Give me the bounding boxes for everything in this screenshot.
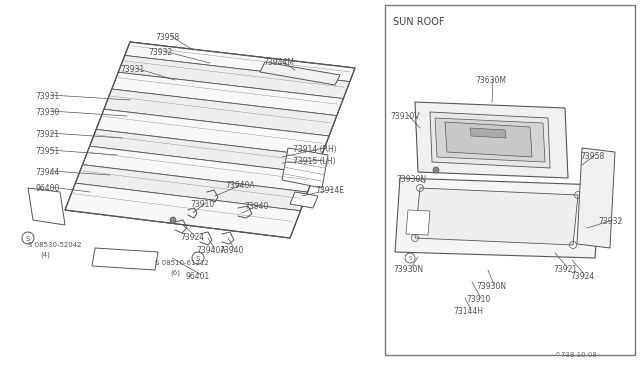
Polygon shape xyxy=(96,109,329,156)
Text: 73958: 73958 xyxy=(155,33,179,42)
Polygon shape xyxy=(76,165,308,211)
Text: (4): (4) xyxy=(40,252,50,259)
Text: 73914E: 73914E xyxy=(315,186,344,195)
Polygon shape xyxy=(577,148,615,248)
Text: 73910: 73910 xyxy=(190,200,214,209)
Polygon shape xyxy=(118,55,350,99)
Polygon shape xyxy=(430,112,550,168)
Text: 73930N: 73930N xyxy=(476,282,506,291)
Polygon shape xyxy=(470,128,506,138)
Text: 73144H: 73144H xyxy=(453,307,483,316)
Text: S 08530-52042: S 08530-52042 xyxy=(28,242,81,248)
Circle shape xyxy=(433,167,439,173)
Polygon shape xyxy=(104,89,337,136)
Text: (6): (6) xyxy=(170,270,180,276)
Text: 73932: 73932 xyxy=(148,48,172,57)
Polygon shape xyxy=(260,62,340,85)
Polygon shape xyxy=(282,148,328,188)
Polygon shape xyxy=(65,42,355,238)
Text: 96400: 96400 xyxy=(35,184,60,193)
Polygon shape xyxy=(90,129,321,173)
Text: 73921: 73921 xyxy=(553,265,577,274)
Polygon shape xyxy=(65,183,300,238)
Text: 73924: 73924 xyxy=(180,233,204,242)
Text: 73944M: 73944M xyxy=(263,58,294,67)
Text: S 08510-61212: S 08510-61212 xyxy=(155,260,209,266)
Polygon shape xyxy=(83,146,315,192)
Text: 73910V: 73910V xyxy=(390,112,419,121)
Bar xyxy=(385,5,635,355)
Text: 96401: 96401 xyxy=(186,272,211,281)
Text: 73921: 73921 xyxy=(35,130,59,139)
Text: 73930N: 73930N xyxy=(396,175,426,184)
Polygon shape xyxy=(125,42,355,81)
Polygon shape xyxy=(415,188,578,245)
Text: SUN ROOF: SUN ROOF xyxy=(393,17,445,27)
Text: 73924: 73924 xyxy=(570,272,595,281)
Text: 73951: 73951 xyxy=(35,147,60,156)
Text: 73630M: 73630M xyxy=(475,76,506,85)
Text: 73944: 73944 xyxy=(35,168,60,177)
Text: 73940: 73940 xyxy=(244,202,268,211)
Text: 73915 (LH): 73915 (LH) xyxy=(293,157,335,166)
Text: 73931: 73931 xyxy=(35,92,60,101)
Text: 73931: 73931 xyxy=(120,65,144,74)
Polygon shape xyxy=(406,210,430,235)
Polygon shape xyxy=(415,102,568,178)
Text: 73914 (RH): 73914 (RH) xyxy=(293,145,337,154)
Polygon shape xyxy=(395,178,600,258)
Text: 73940A: 73940A xyxy=(196,246,226,255)
Text: 73958: 73958 xyxy=(580,152,604,161)
Polygon shape xyxy=(92,248,158,270)
Polygon shape xyxy=(112,72,343,116)
Polygon shape xyxy=(445,122,532,157)
Text: ^738 10 08: ^738 10 08 xyxy=(555,352,597,358)
Text: S: S xyxy=(408,257,412,262)
Text: 73932: 73932 xyxy=(598,217,622,226)
Text: S: S xyxy=(26,236,30,242)
Polygon shape xyxy=(290,192,318,208)
Text: S: S xyxy=(196,256,200,262)
Polygon shape xyxy=(28,188,65,225)
Text: 73930: 73930 xyxy=(35,108,60,117)
Text: 73940A: 73940A xyxy=(225,181,255,190)
Text: 73910: 73910 xyxy=(466,295,490,304)
Polygon shape xyxy=(435,118,545,162)
Text: 73940: 73940 xyxy=(219,246,243,255)
Circle shape xyxy=(170,217,176,223)
Text: 73930N: 73930N xyxy=(393,265,423,274)
